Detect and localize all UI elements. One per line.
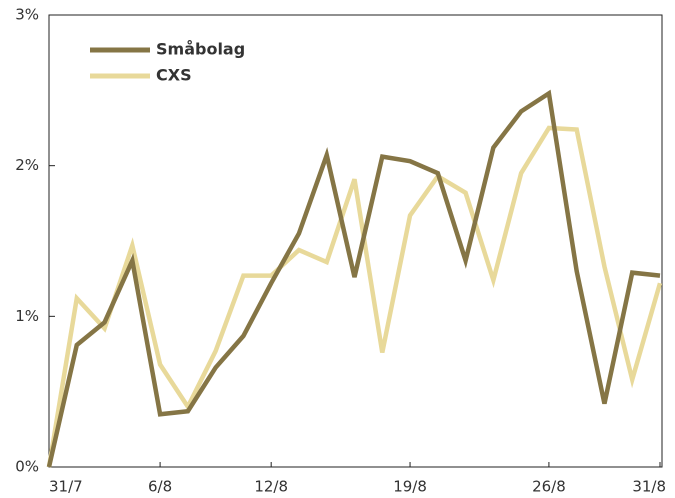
y-tick-label: 3% [15,6,39,24]
y-tick-label: 1% [15,307,39,325]
x-tick-label: 12/8 [254,478,288,496]
x-tick-label: 19/8 [393,478,427,496]
x-tick-label: 31/8 [632,478,666,496]
y-tick-label: 2% [15,156,39,174]
y-tick-label: 0% [15,458,39,476]
series-line [46,125,663,468]
x-tick-label: 31/7 [49,478,83,496]
legend-label: Småbolag [156,40,245,59]
series-line [46,89,661,468]
x-tick-label: 6/8 [148,478,172,496]
legend-label: CXS [156,66,192,85]
x-tick-label: 26/8 [532,478,566,496]
plot-frame [48,14,663,468]
